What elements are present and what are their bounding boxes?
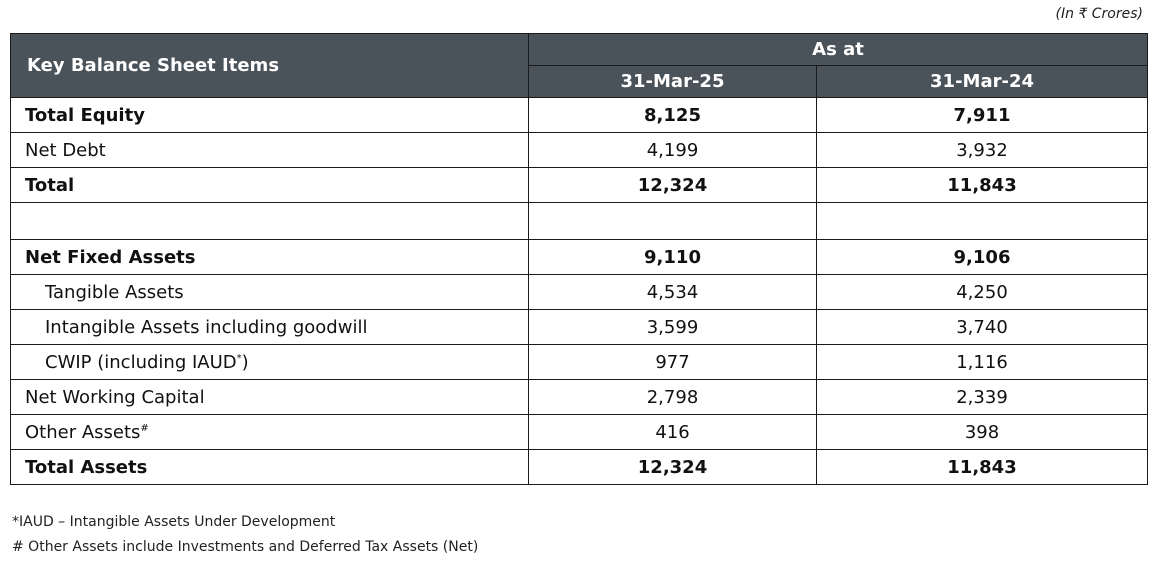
header-key-items: Key Balance Sheet Items (10, 33, 529, 98)
balance-sheet-table: Key Balance Sheet Items As at 31-Mar-25 … (10, 33, 1149, 485)
table-row-net-fixed-assets: Net Fixed Assets 9,110 9,106 (10, 239, 1149, 275)
unit-note: (In ₹ Crores) (1055, 6, 1144, 22)
row-value-mar25: 977 (528, 344, 817, 380)
row-label-tail: ) (241, 351, 249, 373)
header-as-at: As at (527, 33, 1149, 66)
row-label-text: Other Assets (25, 421, 141, 443)
table-row-other-assets: Other Assets# 416 398 (10, 414, 1149, 450)
row-label: Other Assets# (10, 414, 529, 450)
row-value-mar24 (815, 202, 1149, 240)
footnote-other-assets: # Other Assets include Investments and D… (12, 539, 479, 555)
row-value-mar25: 4,534 (528, 274, 817, 310)
row-value-mar25 (528, 202, 817, 240)
row-value-mar24: 3,932 (815, 132, 1149, 168)
row-label-text: CWIP (including IAUD (45, 351, 237, 373)
row-label: CWIP (including IAUD*) (10, 344, 529, 380)
row-value-mar24: 11,843 (815, 167, 1149, 203)
footnote-marker-asterisk: * (236, 352, 242, 364)
table-row-net-working-capital: Net Working Capital 2,798 2,339 (10, 379, 1149, 415)
row-label: Net Working Capital (10, 379, 529, 415)
footnote-marker-hash: # (140, 422, 149, 434)
table-row-blank (10, 202, 1149, 240)
row-value-mar24: 1,116 (815, 344, 1149, 380)
row-value-mar24: 3,740 (815, 309, 1149, 345)
row-value-mar24: 9,106 (815, 239, 1149, 275)
row-value-mar24: 398 (815, 414, 1149, 450)
header-col-mar25: 31-Mar-25 (528, 65, 817, 98)
row-label: Total Equity (10, 97, 529, 133)
row-label: Total (10, 167, 529, 203)
row-label (10, 202, 529, 240)
table-row-total-assets: Total Assets 12,324 11,843 (10, 449, 1149, 485)
table-row-net-debt: Net Debt 4,199 3,932 (10, 132, 1149, 168)
row-label: Net Fixed Assets (10, 239, 529, 275)
table-row-tangible-assets: Tangible Assets 4,534 4,250 (10, 274, 1149, 310)
footnote-iaud: *IAUD – Intangible Assets Under Developm… (12, 514, 336, 530)
row-label: Total Assets (10, 449, 529, 485)
row-value-mar25: 8,125 (528, 97, 817, 133)
table-row-total: Total 12,324 11,843 (10, 167, 1149, 203)
row-label: Tangible Assets (10, 274, 529, 310)
row-value-mar24: 2,339 (815, 379, 1149, 415)
row-value-mar24: 4,250 (815, 274, 1149, 310)
row-value-mar24: 11,843 (815, 449, 1149, 485)
row-value-mar25: 4,199 (528, 132, 817, 168)
row-value-mar25: 9,110 (528, 239, 817, 275)
row-value-mar24: 7,911 (815, 97, 1149, 133)
row-label: Intangible Assets including goodwill (10, 309, 529, 345)
row-value-mar25: 416 (528, 414, 817, 450)
table-row-intangible-assets: Intangible Assets including goodwill 3,5… (10, 309, 1149, 345)
table-row-cwip: CWIP (including IAUD*) 977 1,116 (10, 344, 1149, 380)
row-label: Net Debt (10, 132, 529, 168)
header-col-mar24: 31-Mar-24 (815, 65, 1149, 98)
row-value-mar25: 12,324 (528, 167, 817, 203)
row-value-mar25: 12,324 (528, 449, 817, 485)
row-value-mar25: 3,599 (528, 309, 817, 345)
row-value-mar25: 2,798 (528, 379, 817, 415)
table-row-total-equity: Total Equity 8,125 7,911 (10, 97, 1149, 133)
